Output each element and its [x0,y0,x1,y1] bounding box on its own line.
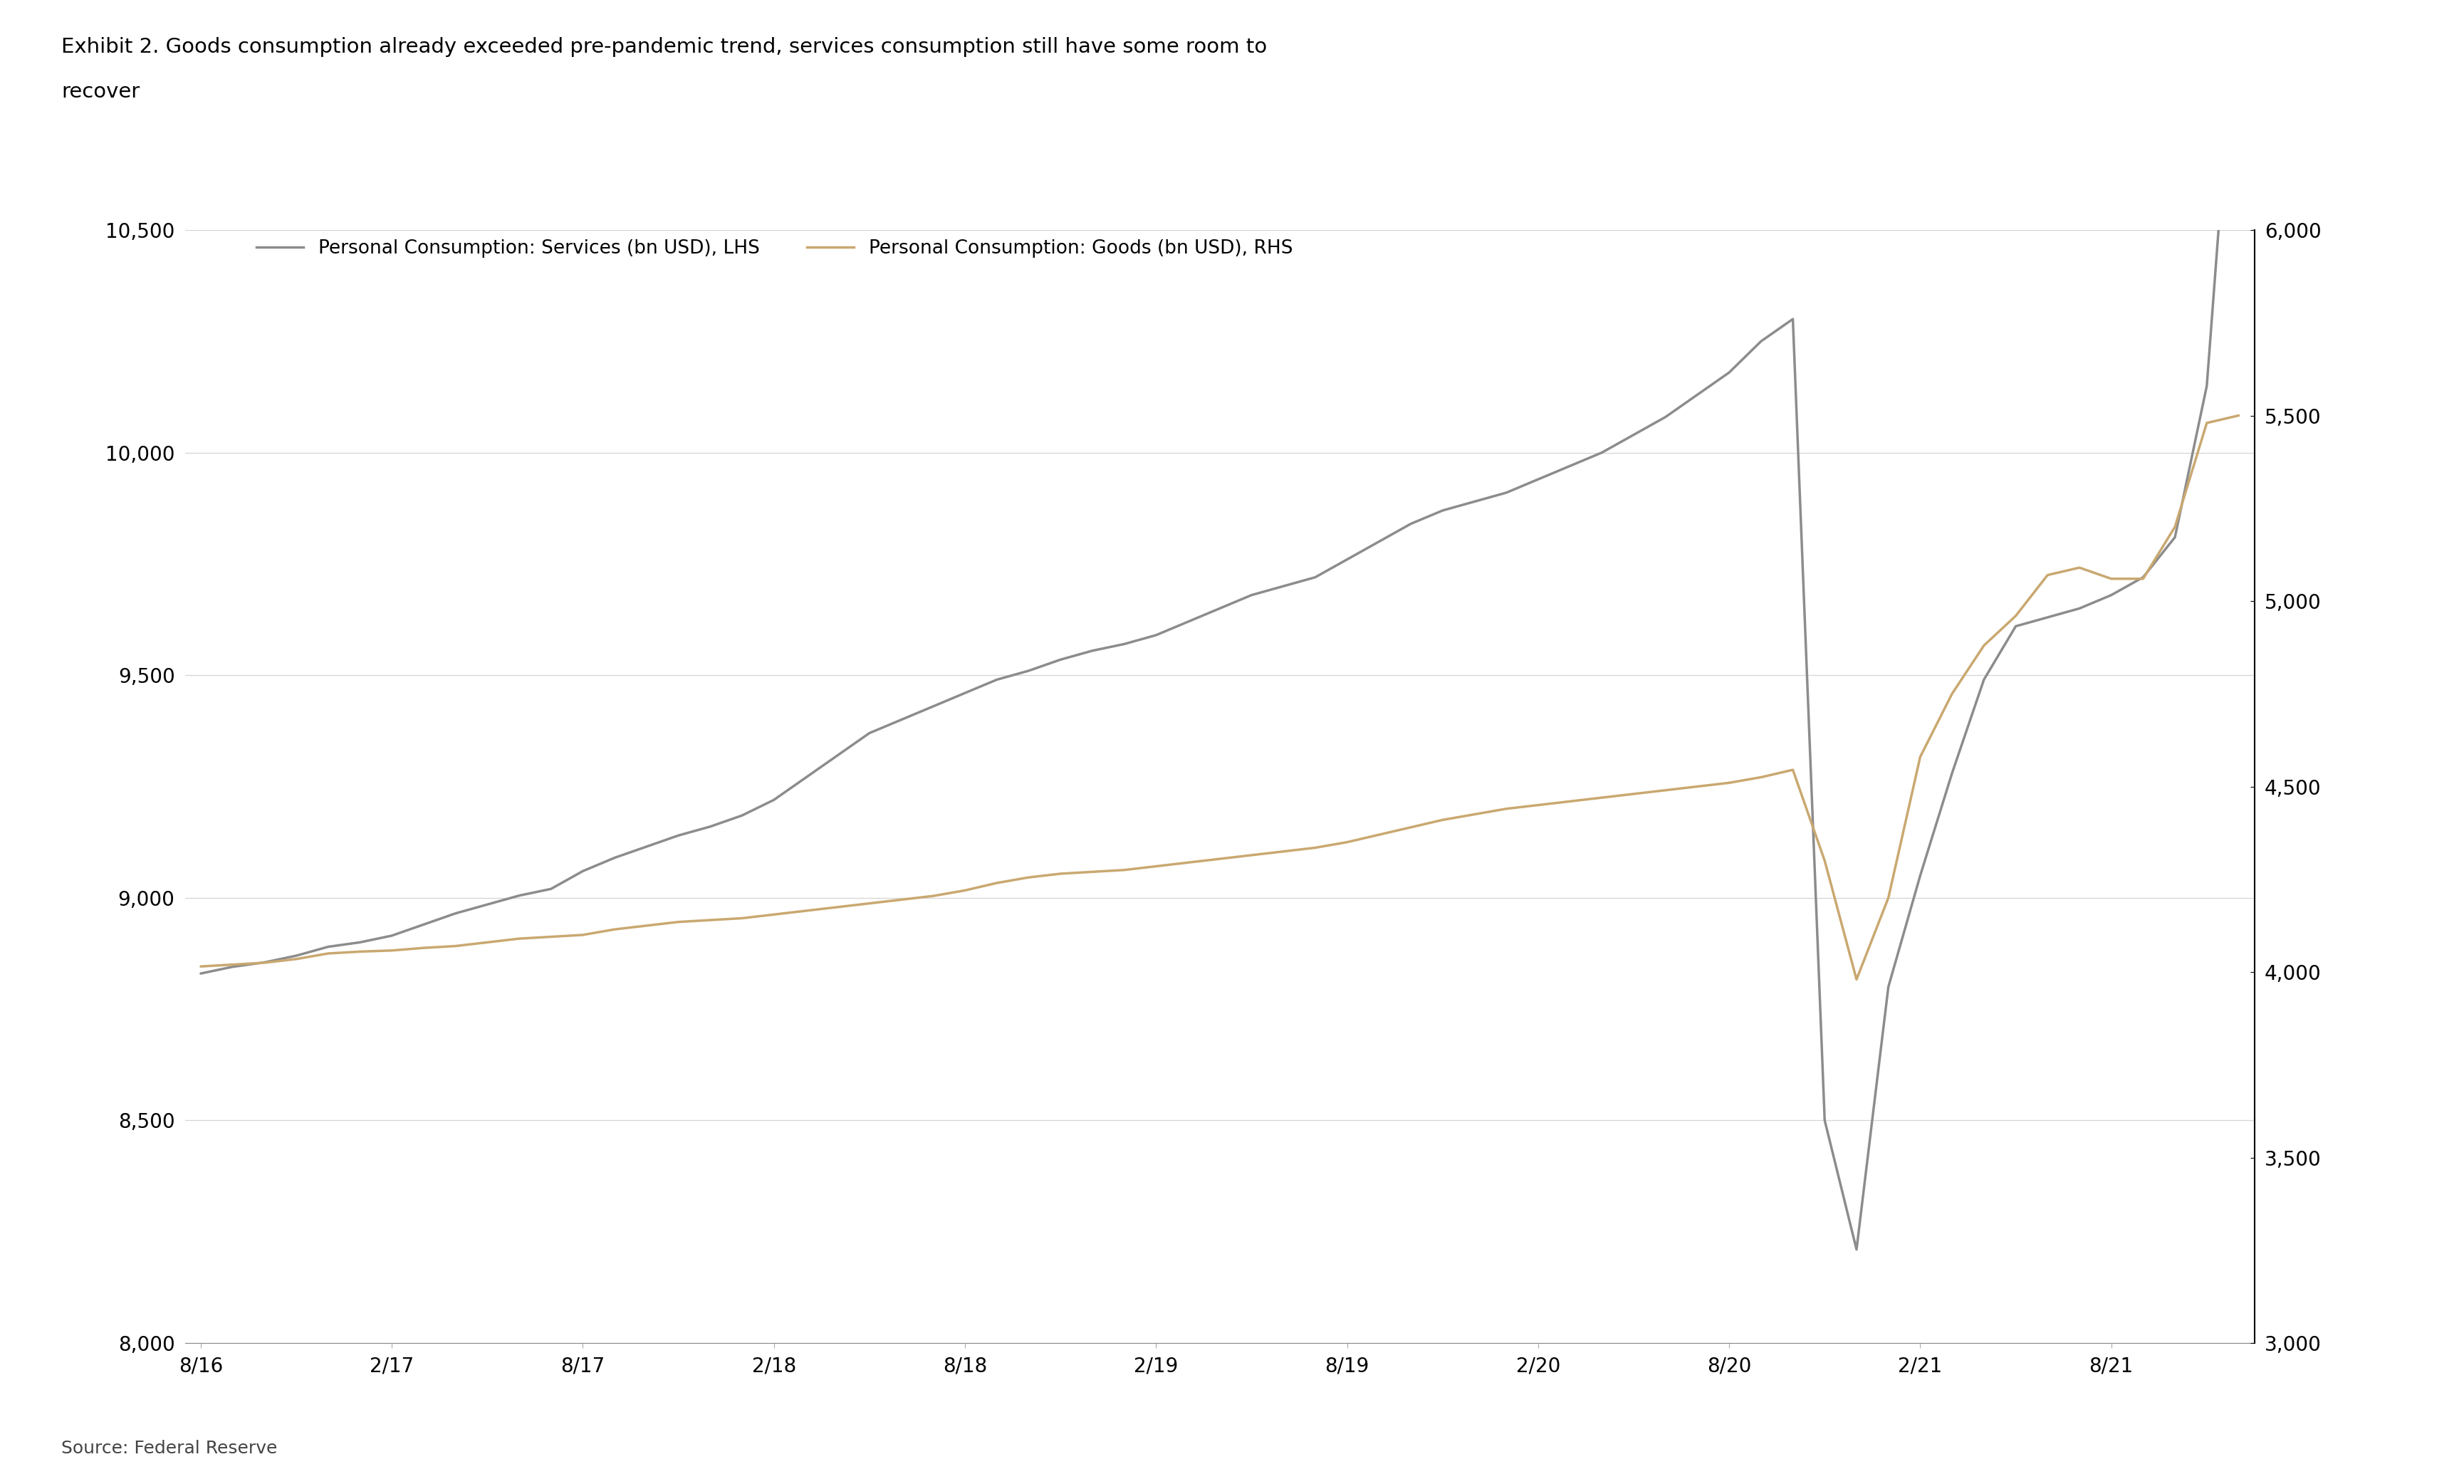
Legend: Personal Consumption: Services (bn USD), LHS, Personal Consumption: Goods (bn US: Personal Consumption: Services (bn USD),… [256,239,1294,258]
Text: Exhibit 2. Goods consumption already exceeded pre-pandemic trend, services consu: Exhibit 2. Goods consumption already exc… [62,37,1266,56]
Text: recover: recover [62,82,140,101]
Text: Source: Federal Reserve: Source: Federal Reserve [62,1439,278,1457]
